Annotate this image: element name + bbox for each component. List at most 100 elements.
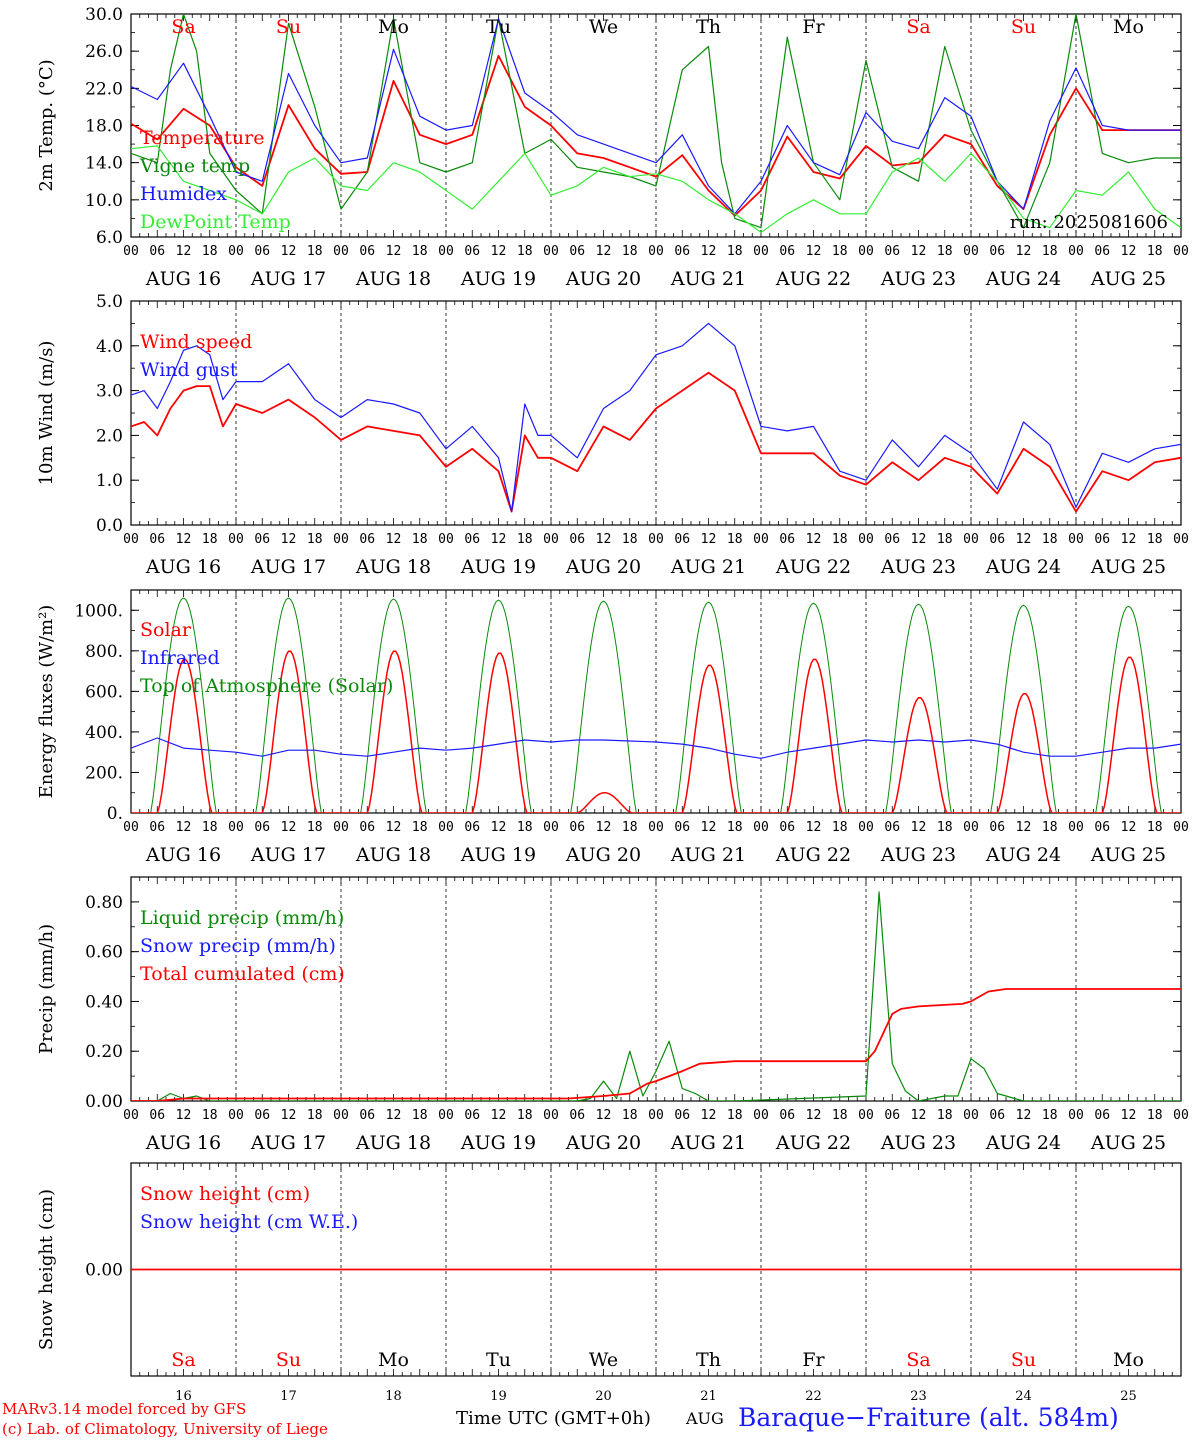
y-tick-label: 0.0 bbox=[96, 516, 123, 536]
hour-label: 12 bbox=[701, 820, 717, 835]
series-infrared bbox=[131, 737, 1181, 759]
hour-label: 12 bbox=[1121, 1108, 1137, 1123]
date-label: AUG 20 bbox=[565, 844, 641, 866]
hour-label: 12 bbox=[491, 532, 507, 547]
hour-label: 00 bbox=[543, 532, 559, 547]
series-group bbox=[131, 891, 1181, 1101]
day-name: Mo bbox=[378, 16, 409, 38]
panel-frame bbox=[130, 13, 1182, 238]
date-label: AUG 24 bbox=[985, 556, 1061, 578]
hour-label: 18 bbox=[412, 1108, 428, 1123]
hour-label: 12 bbox=[596, 532, 612, 547]
series-group bbox=[131, 322, 1181, 513]
hour-label: 18 bbox=[1042, 244, 1058, 259]
legend-entry: Wind speed bbox=[140, 331, 252, 353]
hour-label: 18 bbox=[622, 244, 638, 259]
date-label: AUG 18 bbox=[355, 556, 431, 578]
hour-label: 06 bbox=[359, 820, 375, 835]
hour-label: 00 bbox=[648, 244, 664, 259]
date-label: AUG 25 bbox=[1090, 556, 1166, 578]
hour-label: 12 bbox=[911, 820, 927, 835]
hour-label: 00 bbox=[1173, 820, 1189, 835]
panel-frame bbox=[130, 300, 1182, 526]
y-axis-label: Energy fluxes (W/m²) bbox=[36, 605, 57, 799]
legend-entry: Snow height (cm) bbox=[140, 1183, 310, 1205]
hour-label: 18 bbox=[202, 1108, 218, 1123]
hour-label: 06 bbox=[1094, 532, 1110, 547]
legend-entry: DewPoint Temp bbox=[140, 211, 291, 233]
hour-label: 18 bbox=[1042, 532, 1058, 547]
hour-label: 00 bbox=[858, 820, 874, 835]
date-label: AUG 16 bbox=[145, 844, 221, 866]
hour-label: 00 bbox=[228, 532, 244, 547]
day-number: 25 bbox=[1120, 1389, 1137, 1404]
hour-label: 00 bbox=[858, 532, 874, 547]
y-axis-label: Snow height (cm) bbox=[36, 1189, 57, 1350]
hour-label: 00 bbox=[753, 1108, 769, 1123]
day-name: Su bbox=[1011, 16, 1036, 38]
hour-label: 12 bbox=[596, 244, 612, 259]
hour-label: 06 bbox=[779, 244, 795, 259]
hour-label: 18 bbox=[307, 532, 323, 547]
hour-label: 18 bbox=[1042, 1108, 1058, 1123]
panel-3 bbox=[130, 589, 1182, 814]
y-tick-label: 0.00 bbox=[85, 1092, 123, 1112]
day-number: 18 bbox=[385, 1389, 402, 1404]
hour-label: 18 bbox=[832, 820, 848, 835]
y-tick-label: 1.0 bbox=[96, 471, 123, 491]
hour-label: 06 bbox=[989, 1108, 1005, 1123]
hour-label: 18 bbox=[832, 532, 848, 547]
hour-label: 06 bbox=[464, 1108, 480, 1123]
hour-label: 00 bbox=[228, 820, 244, 835]
footer-month: AUG bbox=[685, 1409, 724, 1428]
hour-label: 06 bbox=[254, 244, 270, 259]
day-name: Mo bbox=[1113, 1349, 1144, 1371]
hour-label: 06 bbox=[779, 532, 795, 547]
hour-label: 18 bbox=[1147, 532, 1163, 547]
hour-label: 06 bbox=[569, 532, 585, 547]
hour-label: 00 bbox=[858, 244, 874, 259]
hour-label: 00 bbox=[1173, 244, 1189, 259]
hour-label: 00 bbox=[228, 244, 244, 259]
hour-label: 00 bbox=[543, 1108, 559, 1123]
series-dewpoint-temp bbox=[131, 145, 1181, 233]
footer-time-axis: Time UTC (GMT+0h) bbox=[456, 1408, 651, 1429]
date-label: AUG 16 bbox=[145, 1132, 221, 1154]
hour-label: 00 bbox=[438, 244, 454, 259]
y-tick-label: 30.0 bbox=[85, 5, 123, 25]
hour-label: 18 bbox=[307, 820, 323, 835]
legend-entry: Total cumulated (cm) bbox=[140, 963, 345, 985]
hour-label: 00 bbox=[1173, 532, 1189, 547]
hour-label: 12 bbox=[1016, 820, 1032, 835]
date-label: AUG 25 bbox=[1090, 268, 1166, 290]
hour-label: 06 bbox=[989, 820, 1005, 835]
hour-label: 00 bbox=[438, 820, 454, 835]
hour-label: 06 bbox=[674, 532, 690, 547]
series-liquid-precip-mm-h- bbox=[131, 891, 1181, 1101]
hour-label: 18 bbox=[412, 820, 428, 835]
hour-label: 18 bbox=[832, 244, 848, 259]
date-label: AUG 24 bbox=[985, 268, 1061, 290]
day-name: We bbox=[589, 16, 618, 38]
y-tick-label: 5.0 bbox=[96, 292, 123, 312]
date-label: AUG 25 bbox=[1090, 1132, 1166, 1154]
hour-label: 00 bbox=[123, 532, 139, 547]
hour-label: 06 bbox=[149, 1108, 165, 1123]
footer-station: Baraque−Fraiture (alt. 584m) bbox=[738, 1403, 1119, 1432]
hour-label: 06 bbox=[884, 820, 900, 835]
series-wind-gust bbox=[131, 322, 1181, 513]
legend-entry: Top of Atmosphere (Solar) bbox=[140, 675, 393, 697]
hour-label: 00 bbox=[333, 820, 349, 835]
hour-label: 06 bbox=[1094, 820, 1110, 835]
legend-entry: Vigne temp bbox=[139, 155, 250, 177]
hour-label: 12 bbox=[491, 820, 507, 835]
hour-label: 06 bbox=[464, 820, 480, 835]
hour-label: 12 bbox=[1016, 1108, 1032, 1123]
hour-label: 12 bbox=[281, 244, 297, 259]
y-tick-label: 3.0 bbox=[96, 382, 123, 402]
hour-label: 00 bbox=[438, 1108, 454, 1123]
day-name: Su bbox=[1011, 1349, 1036, 1371]
hour-label: 06 bbox=[779, 820, 795, 835]
day-name: Sa bbox=[171, 1349, 195, 1371]
hour-label: 18 bbox=[622, 532, 638, 547]
